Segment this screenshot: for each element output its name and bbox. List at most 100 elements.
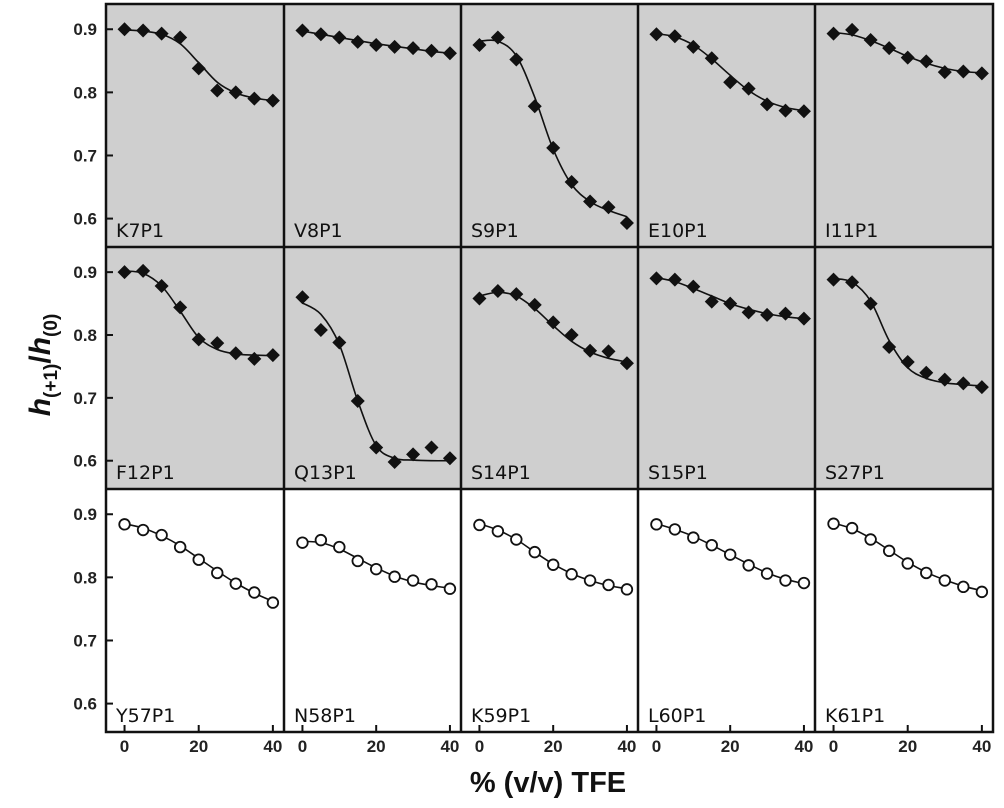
- panel-background: [284, 489, 461, 732]
- x-axis-title: % (v/v) TFE: [470, 767, 626, 799]
- data-point: [723, 75, 738, 90]
- data-point: [667, 272, 682, 287]
- data-point: [741, 81, 756, 96]
- data-point: [583, 574, 597, 587]
- panel-s15p1: S15P1: [638, 247, 815, 489]
- data-point: [938, 574, 951, 587]
- panel-background: [815, 4, 993, 247]
- panel-v8p1: V8P1: [284, 4, 461, 247]
- data-point: [826, 26, 841, 41]
- panels-layer: K7P1 V8P1 S9P1 E10P1 I11P1 F12P1 Q13P1 S14P1 S15…: [106, 4, 993, 732]
- data-point: [583, 194, 598, 209]
- data-point: [210, 336, 225, 351]
- data-point: [686, 279, 701, 294]
- data-point: [229, 577, 242, 590]
- data-point: [247, 91, 262, 106]
- panel-s14p1: S14P1: [461, 247, 638, 489]
- data-point: [900, 50, 915, 65]
- data-point: [369, 440, 384, 455]
- data-point: [919, 54, 934, 69]
- data-point: [601, 200, 616, 215]
- data-point: [369, 38, 384, 53]
- y-axis-title-sep: /: [24, 355, 57, 364]
- data-point: [443, 582, 457, 595]
- data-point: [601, 344, 616, 359]
- data-point: [247, 351, 262, 366]
- data-point: [424, 43, 439, 58]
- data-point: [796, 311, 811, 326]
- panel-background: [638, 247, 815, 489]
- panel-background: [106, 247, 284, 489]
- data-point: [723, 296, 738, 311]
- data-point: [425, 578, 438, 591]
- y-tick-label: 0.9: [73, 20, 97, 39]
- panel-background: [461, 489, 638, 732]
- data-point: [266, 596, 280, 609]
- panel-label: S15P1: [648, 462, 708, 484]
- data-point: [882, 544, 896, 558]
- data-point: [332, 335, 347, 350]
- data-point: [957, 580, 970, 594]
- data-point: [649, 271, 664, 286]
- panel-label: L60P1: [648, 705, 706, 727]
- y-tick-label: 0.9: [73, 263, 97, 282]
- data-point: [350, 34, 365, 49]
- data-point: [228, 85, 243, 100]
- data-point: [472, 38, 487, 53]
- data-point: [778, 306, 793, 321]
- data-point: [191, 332, 206, 347]
- panel-background: [638, 4, 815, 247]
- data-point: [742, 559, 755, 572]
- data-point: [472, 291, 487, 306]
- data-point: [210, 83, 225, 98]
- y-tick-label: 0.8: [73, 568, 97, 587]
- data-point: [406, 41, 421, 56]
- data-point: [528, 545, 541, 559]
- panel-background: [284, 4, 461, 247]
- y-axis-title: h(+1)/h(0): [24, 314, 62, 417]
- data-point: [845, 275, 860, 290]
- panel-label: K59P1: [471, 705, 531, 727]
- data-point: [136, 263, 151, 278]
- x-tick-label: 20: [544, 737, 563, 756]
- data-point: [473, 518, 486, 532]
- data-point: [117, 22, 132, 37]
- x-tick-label: 0: [829, 737, 838, 756]
- data-point: [686, 39, 701, 54]
- x-tick-label: 20: [721, 737, 740, 756]
- data-point: [863, 296, 878, 311]
- data-point: [527, 99, 542, 114]
- data-point: [333, 540, 346, 554]
- panel-k61p1: K61P1: [815, 489, 993, 732]
- x-tick-label: 0: [120, 737, 129, 756]
- data-point: [649, 27, 664, 42]
- data-point: [956, 376, 971, 391]
- panel-i11p1: I11P1: [815, 4, 993, 247]
- data-point: [173, 30, 188, 45]
- panel-label: S27P1: [825, 462, 885, 484]
- data-point: [723, 548, 737, 561]
- data-point: [313, 27, 328, 42]
- panel-background: [106, 489, 284, 732]
- data-point: [705, 538, 718, 552]
- data-point: [406, 447, 421, 462]
- data-point: [620, 583, 634, 596]
- panel-background: [106, 4, 284, 247]
- data-point: [192, 553, 205, 566]
- data-point: [546, 315, 561, 330]
- y-axis-title-h2: h: [24, 337, 57, 355]
- y-axis-title-sub2: (0): [41, 314, 62, 337]
- panel-label: K7P1: [116, 220, 164, 242]
- data-point: [919, 365, 934, 380]
- x-tick-label: 20: [898, 737, 917, 756]
- data-point: [602, 578, 615, 592]
- panel-n58p1: N58P1: [284, 489, 461, 732]
- x-tick-label: 0: [298, 737, 307, 756]
- data-point: [797, 576, 811, 590]
- data-point: [882, 339, 897, 354]
- x-tick-label: 40: [440, 737, 459, 756]
- data-point: [442, 451, 457, 466]
- data-point: [937, 65, 952, 80]
- data-point: [211, 566, 224, 580]
- data-point: [704, 294, 719, 309]
